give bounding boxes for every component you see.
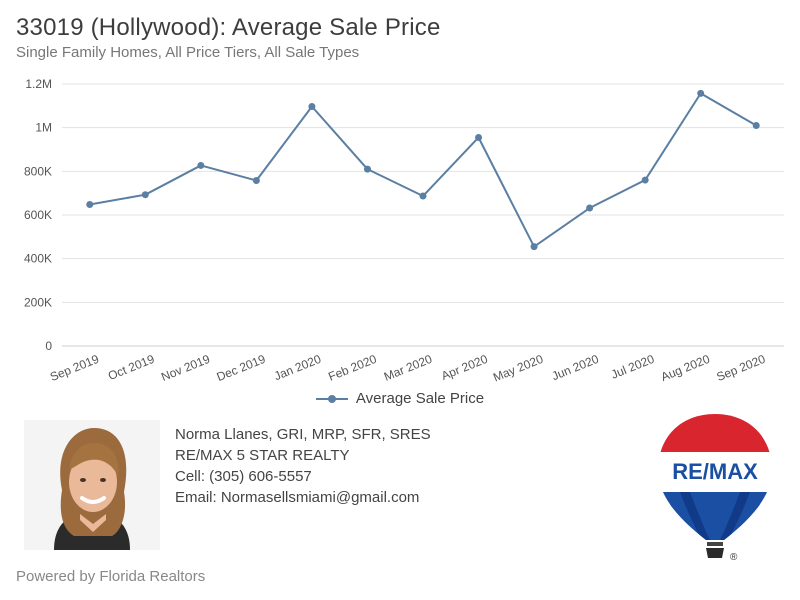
line-chart: 0 200K 400K 600K 800K 1M 1.2M Sep 2019 Oct 2019… (24, 77, 784, 385)
x-tick-label: Oct 2019 (106, 352, 157, 383)
x-tick-label: Apr 2020 (439, 352, 490, 383)
y-tick-label: 800K (24, 164, 52, 178)
legend-line-marker (315, 395, 348, 404)
chart-subtitle: Single Family Homes, All Price Tiers, Al… (16, 44, 360, 61)
footer-credit: Powered by Florida Realtors (16, 568, 206, 585)
data-point[interactable] (530, 243, 538, 251)
data-point[interactable] (697, 89, 705, 97)
data-point[interactable] (141, 191, 149, 199)
chart-legend[interactable]: Average Sale Price (0, 390, 800, 407)
data-point[interactable] (86, 201, 94, 209)
x-tick-label: Jan 2020 (272, 352, 323, 384)
logo-registered-mark: ® (730, 552, 738, 563)
y-tick-label: 400K (24, 252, 52, 266)
x-tick-label: Sep 2020 (714, 352, 767, 384)
data-point[interactable] (475, 133, 483, 141)
data-point[interactable] (308, 102, 316, 110)
agent-email[interactable]: Email: Normasellsmiami@gmail.com (175, 489, 420, 506)
remax-balloon-logo: RE/MAX ® (658, 414, 772, 563)
x-tick-label: Jul 2020 (609, 352, 657, 382)
data-point[interactable] (197, 161, 205, 169)
x-tick-label: Jun 2020 (550, 352, 601, 384)
gridlines (62, 83, 784, 347)
x-tick-label: Sep 2019 (48, 352, 101, 384)
logo-wordmark: RE/MAX (672, 459, 758, 484)
data-point[interactable] (586, 204, 594, 212)
data-point[interactable] (752, 121, 760, 129)
y-axis-tick-labels: 0 200K 400K 600K 800K 1M 1.2M (24, 77, 52, 353)
y-tick-label: 0 (45, 339, 52, 353)
agent-portrait-icon (24, 420, 160, 550)
x-tick-label: Aug 2020 (659, 352, 712, 384)
y-tick-label: 1.2M (25, 77, 52, 91)
legend-label: Average Sale Price (355, 390, 485, 407)
y-tick-label: 600K (24, 208, 52, 222)
y-tick-label: 1M (35, 121, 52, 135)
x-tick-label: May 2020 (491, 352, 545, 385)
data-point[interactable] (641, 176, 649, 184)
agent-company: RE/MAX 5 STAR REALTY (175, 447, 350, 464)
agent-contact-block: Norma Llanes, GRI, MRP, SFR, SRES RE/MAX… (175, 424, 431, 508)
data-point[interactable] (419, 192, 427, 200)
x-tick-label: Nov 2019 (159, 352, 212, 384)
agent-name: Norma Llanes, GRI, MRP, SFR, SRES (175, 426, 431, 443)
data-point[interactable] (252, 177, 260, 185)
agent-photo (24, 420, 160, 550)
x-axis-tick-labels: Sep 2019 Oct 2019 Nov 2019 Dec 2019 Jan 2020… (48, 352, 768, 385)
data-point[interactable] (363, 165, 371, 173)
x-tick-label: Feb 2020 (326, 352, 379, 384)
y-tick-label: 200K (24, 295, 52, 309)
chart-title: 33019 (Hollywood): Average Sale Price (16, 14, 441, 41)
agent-cell[interactable]: Cell: (305) 606-5557 (175, 468, 312, 485)
x-tick-label: Mar 2020 (382, 352, 435, 384)
series-line (89, 92, 757, 248)
x-tick-label: Dec 2019 (215, 352, 268, 384)
series-average-sale-price (86, 89, 760, 251)
